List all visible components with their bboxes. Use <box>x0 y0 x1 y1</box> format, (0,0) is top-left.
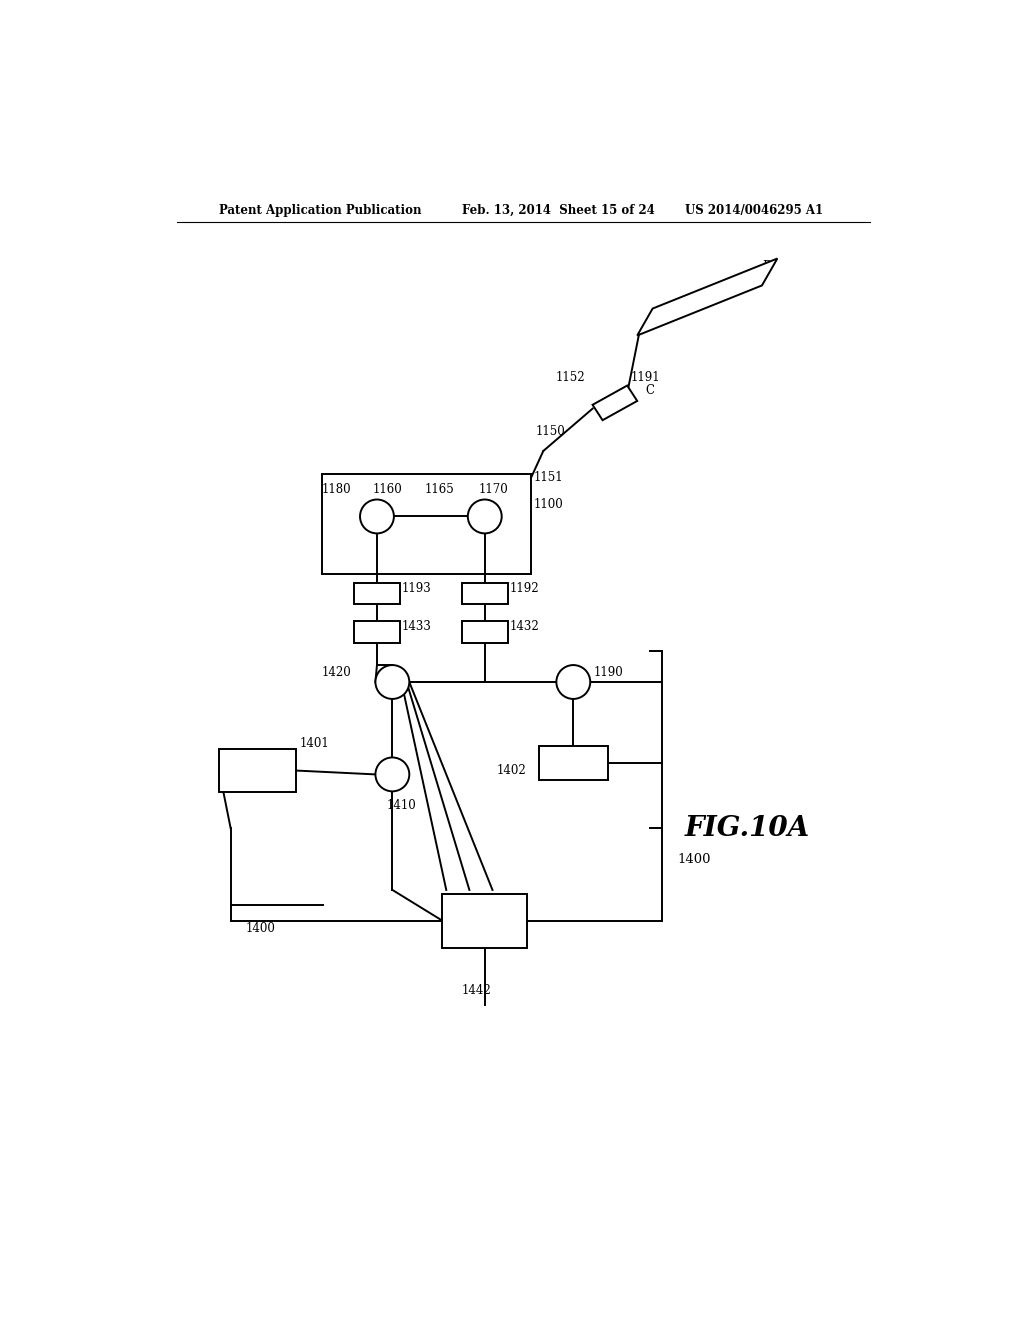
Circle shape <box>360 499 394 533</box>
Circle shape <box>376 758 410 792</box>
Text: 1160: 1160 <box>373 483 402 496</box>
Text: 1180: 1180 <box>322 483 351 496</box>
Text: Feb. 13, 2014  Sheet 15 of 24: Feb. 13, 2014 Sheet 15 of 24 <box>462 205 654 218</box>
Text: 1432: 1432 <box>509 620 540 634</box>
Circle shape <box>556 665 590 700</box>
Text: 1191: 1191 <box>631 371 660 384</box>
Text: 1401: 1401 <box>300 737 330 750</box>
Text: 1400: 1400 <box>677 853 711 866</box>
Text: 1420: 1420 <box>322 667 351 680</box>
Text: P: P <box>762 260 770 273</box>
Circle shape <box>468 499 502 533</box>
Text: 1193: 1193 <box>401 582 431 594</box>
Text: US 2014/0046295 A1: US 2014/0046295 A1 <box>685 205 823 218</box>
Text: 1400: 1400 <box>246 921 275 935</box>
Bar <box>462 622 508 643</box>
Bar <box>442 894 527 948</box>
Bar <box>539 746 608 780</box>
Bar <box>354 582 400 605</box>
Text: 1190: 1190 <box>593 667 623 680</box>
Text: 1410: 1410 <box>386 799 416 812</box>
Text: CONTROL: CONTROL <box>453 906 516 917</box>
Bar <box>219 750 296 792</box>
Text: 1442: 1442 <box>462 983 492 997</box>
Text: 1433: 1433 <box>401 620 431 634</box>
Text: 1192: 1192 <box>509 582 539 594</box>
Text: 1100: 1100 <box>534 499 563 511</box>
Text: 1402: 1402 <box>497 764 526 777</box>
Text: 1152: 1152 <box>555 371 585 384</box>
Text: 1150: 1150 <box>536 425 565 438</box>
Polygon shape <box>593 385 637 420</box>
Polygon shape <box>637 259 777 335</box>
Bar <box>354 622 400 643</box>
Text: 1151: 1151 <box>534 471 563 484</box>
Text: FIG.10A: FIG.10A <box>685 814 810 842</box>
Circle shape <box>376 665 410 700</box>
Text: UNIT: UNIT <box>468 924 502 936</box>
Text: C: C <box>645 384 654 397</box>
Text: 1170: 1170 <box>478 483 508 496</box>
Text: Patent Application Publication: Patent Application Publication <box>219 205 422 218</box>
Bar <box>462 582 508 605</box>
Text: 1165: 1165 <box>425 483 455 496</box>
